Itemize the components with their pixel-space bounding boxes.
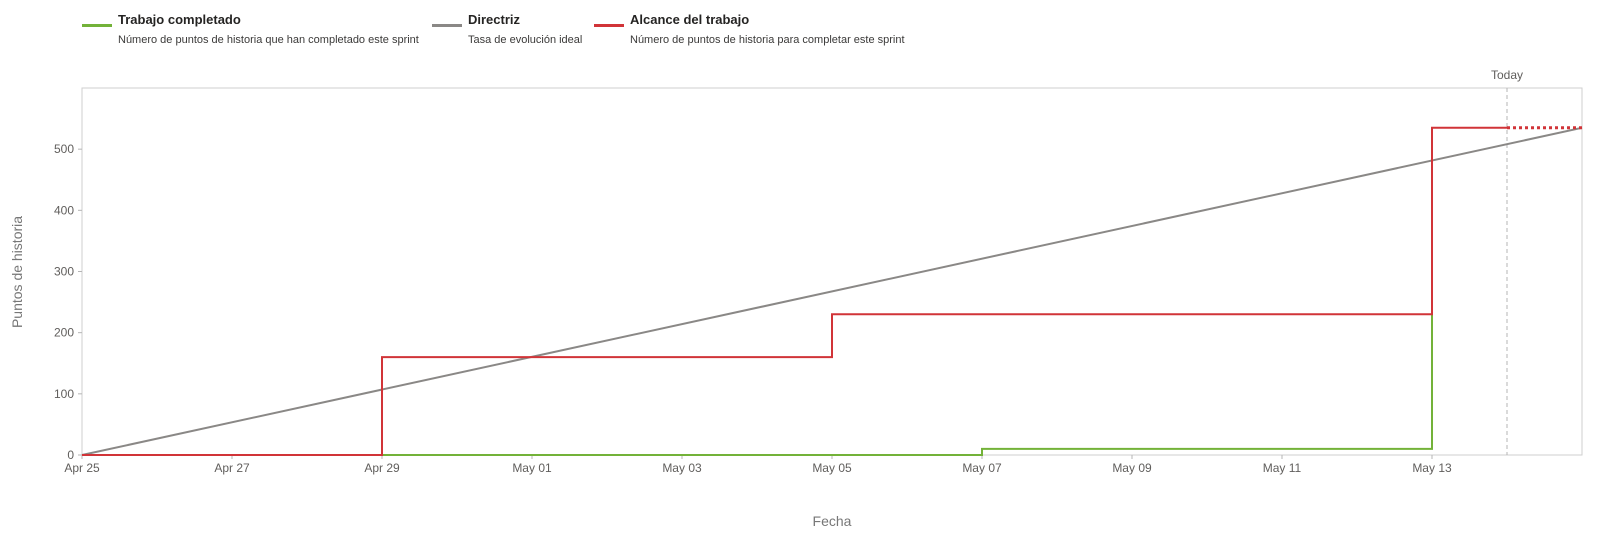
x-axis-title: Fecha xyxy=(813,513,852,529)
x-tick-label: May 01 xyxy=(512,461,552,475)
today-label: Today xyxy=(1491,68,1523,82)
legend-title-completed: Trabajo completado xyxy=(118,12,241,27)
series-line-scope[interactable] xyxy=(82,126,1507,456)
x-tick-label: May 13 xyxy=(1412,461,1452,475)
x-tick-label: May 05 xyxy=(812,461,852,475)
legend-desc-scope: Número de puntos de historia para comple… xyxy=(630,34,905,46)
x-tick-label: Apr 27 xyxy=(214,461,250,475)
x-tick-label: Apr 29 xyxy=(364,461,400,475)
legend-swatch-completed xyxy=(82,24,112,27)
chart-legend: Trabajo completado Número de puntos de h… xyxy=(0,12,1602,52)
x-tick-label: May 03 xyxy=(662,461,702,475)
x-tick-label: May 11 xyxy=(1263,461,1302,475)
legend-swatch-scope xyxy=(594,24,624,27)
legend-swatch-guideline xyxy=(432,24,462,27)
series-line-completed[interactable] xyxy=(82,314,1433,456)
plot-area xyxy=(81,87,1583,456)
y-tick-label: 400 xyxy=(54,203,74,217)
series-line-guideline[interactable] xyxy=(81,126,1583,456)
legend-title-scope: Alcance del trabajo xyxy=(630,12,750,27)
y-axis-title: Puntos de historia xyxy=(9,216,25,328)
x-tick-label: May 09 xyxy=(1112,461,1152,475)
y-tick-label: 500 xyxy=(54,142,74,156)
y-tick-label: 200 xyxy=(54,326,74,340)
legend-desc-guideline: Tasa de evolución ideal xyxy=(468,34,583,46)
today-marker: Today xyxy=(1491,68,1523,455)
y-tick-label: 0 xyxy=(67,448,74,462)
x-axis: Apr 25 Apr 27 Apr 29 May 01 May 03 May 05 May … xyxy=(64,455,1452,475)
y-tick-label: 300 xyxy=(54,265,74,279)
x-tick-label: May 07 xyxy=(962,461,1002,475)
series-layer xyxy=(81,126,1583,456)
legend-desc-completed: Número de puntos de historia que han com… xyxy=(118,34,419,46)
y-tick-label: 100 xyxy=(54,387,74,401)
x-tick-label: Apr 25 xyxy=(64,461,100,475)
legend-title-guideline: Directriz xyxy=(468,12,521,27)
y-axis: 0 100 200 300 400 500 xyxy=(54,142,82,462)
